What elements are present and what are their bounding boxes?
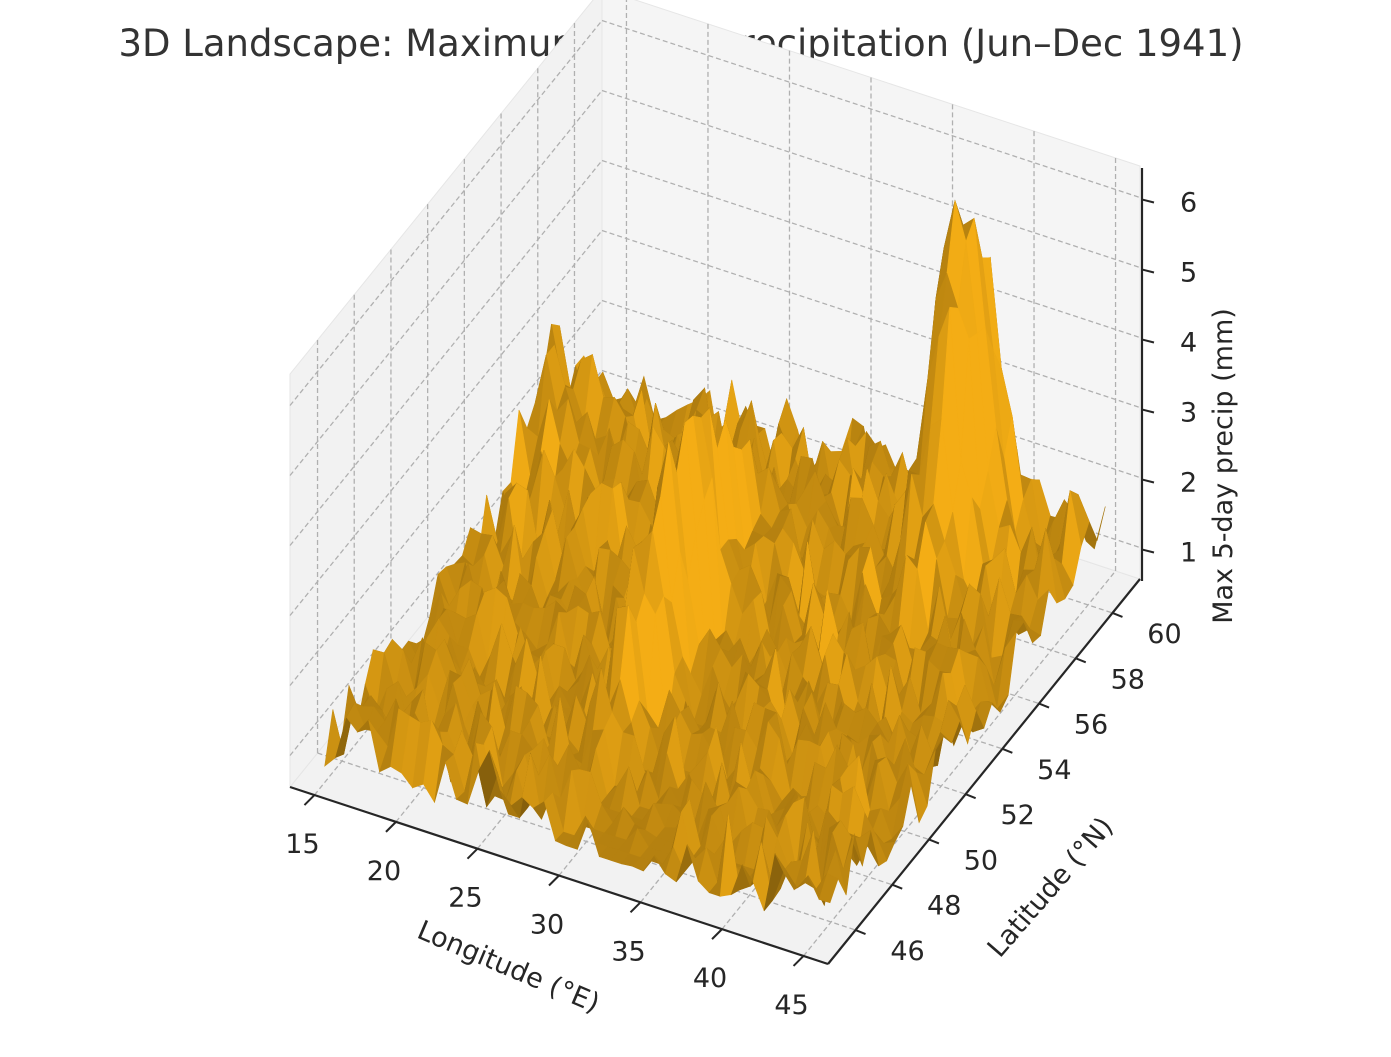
y-tick-mark — [855, 929, 866, 935]
y-tick-label: 50 — [964, 845, 998, 876]
z-tick-mark — [1141, 268, 1155, 274]
z-tick-mark — [1141, 478, 1155, 484]
z-tick-mark — [1141, 338, 1155, 344]
y-tick-label: 56 — [1074, 710, 1108, 741]
x-tick-mark — [303, 794, 316, 806]
y-tick-mark — [1112, 612, 1123, 618]
grid-line-z-left — [289, 90, 603, 476]
y-tick-label: 52 — [1000, 800, 1034, 831]
y-tick-label: 60 — [1147, 619, 1181, 650]
y-tick-label: 54 — [1037, 755, 1071, 786]
grid-line-z-left — [289, 160, 603, 546]
y-tick-mark — [891, 883, 903, 890]
y-axis-line — [827, 578, 1141, 965]
grid-line-z-back — [601, 89, 1141, 269]
y-axis-label: Latitude (°N) — [982, 811, 1120, 963]
z-tick-label: 4 — [1180, 328, 1197, 359]
x-tick-label: 20 — [367, 856, 401, 887]
z-axis-label: Max 5-day precip (mm) — [1208, 308, 1239, 624]
z-tick-label: 6 — [1180, 188, 1197, 219]
z-tick-mark — [1141, 408, 1155, 414]
x-tick-mark — [711, 928, 723, 940]
grid-line-z-back — [601, 229, 1141, 409]
z-tick-mark — [1141, 198, 1155, 204]
z-tick-label: 3 — [1180, 398, 1197, 429]
grid-line-z-back — [601, 299, 1141, 479]
x-axis-label: Longitude (°E) — [413, 915, 604, 1020]
x-tick-mark — [629, 901, 642, 914]
x-tick-label: 30 — [530, 910, 564, 941]
x-tick-mark — [792, 955, 805, 967]
z-tick-label: 1 — [1180, 538, 1197, 569]
x-tick-label: 40 — [693, 963, 727, 994]
grid-line-z-left — [289, 20, 603, 406]
grid-line-x-floor — [803, 570, 1117, 957]
y-tick-mark — [1001, 747, 1013, 754]
precip-surface — [324, 199, 1106, 912]
grid-line-z-back — [601, 159, 1141, 339]
y-tick-mark — [1038, 702, 1050, 709]
grid-line-z-back — [601, 19, 1141, 199]
z-tick-label: 2 — [1180, 468, 1197, 499]
x-tick-label: 45 — [774, 990, 808, 1021]
x-tick-label: 25 — [448, 883, 482, 914]
x-tick-mark — [466, 847, 479, 860]
y-tick-label: 58 — [1111, 664, 1145, 695]
z-tick-label: 5 — [1180, 258, 1197, 289]
y-tick-mark — [1075, 657, 1087, 664]
y-tick-label: 48 — [927, 891, 961, 922]
grid-line-z-left — [289, 230, 603, 616]
x-tick-mark — [548, 874, 560, 887]
z-tick-mark — [1141, 548, 1155, 554]
x-tick-label: 35 — [611, 936, 645, 967]
y-tick-mark — [965, 793, 977, 800]
x-tick-label: 15 — [285, 829, 319, 860]
x-tick-mark — [385, 821, 397, 833]
grid-line-y-floor — [317, 752, 856, 931]
y-tick-mark — [928, 838, 940, 845]
y-tick-label: 46 — [890, 936, 924, 967]
surface-facet — [818, 872, 839, 904]
